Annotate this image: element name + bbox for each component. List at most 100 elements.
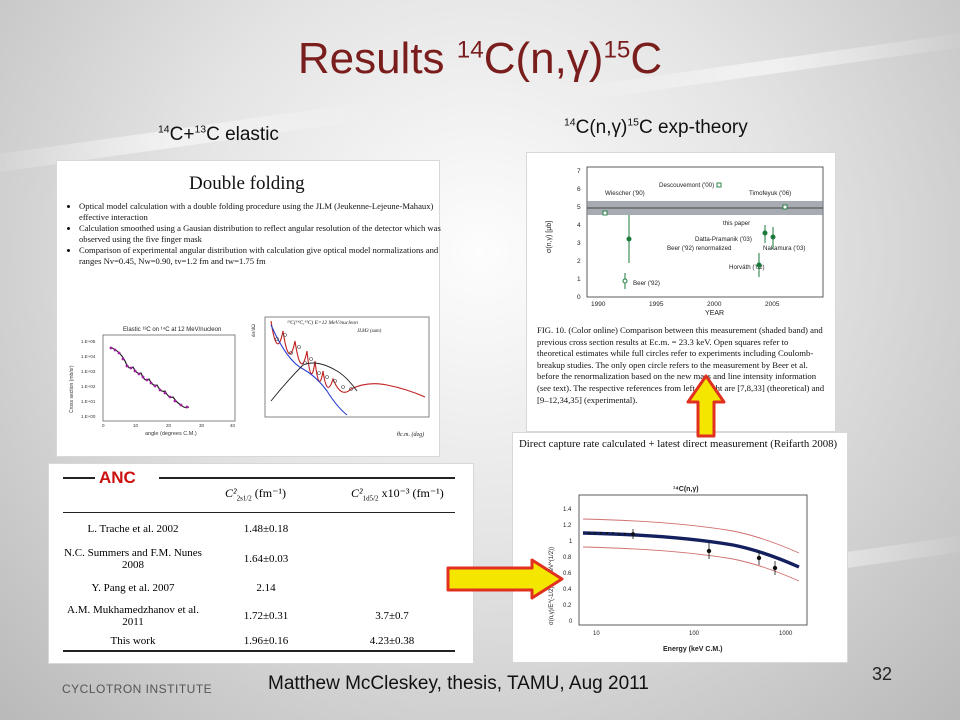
theory-square <box>716 182 722 188</box>
anc-author: This work <box>110 635 156 647</box>
data-point <box>756 555 762 561</box>
elastic-plot-xlabel: angle (degrees C.M.) <box>145 431 197 437</box>
capture-plot-xlabel: Energy (keV C.M.) <box>663 646 723 653</box>
blue-curve <box>270 324 348 416</box>
elastic-curve <box>109 346 190 409</box>
x-tick: 100 <box>689 631 700 637</box>
y-tick: 5 <box>577 204 581 211</box>
anc-value-1d: 4.23±0.38 <box>369 635 415 647</box>
x-tick: 40 <box>230 423 236 428</box>
x-tick: 10 <box>133 423 139 428</box>
annotation: this paper <box>723 220 750 227</box>
anc-author: A.M. Mukhamedzhanov et al. 2011 <box>67 604 199 628</box>
arrow-right-icon <box>446 558 564 600</box>
table-row: This work 1.96±0.16 4.23±0.38 <box>63 632 455 650</box>
y-tick: 2 <box>577 258 581 265</box>
y-tick: 1.E+05 <box>81 339 96 344</box>
elastic-plot: Elastic ¹³C on ¹⁴C at 12 MeV/nucleon Cro… <box>69 326 236 437</box>
black-curve <box>270 362 358 402</box>
red-curve <box>270 320 426 398</box>
annotation: Timofeyuk ('06) <box>749 190 791 197</box>
anc-label: ANC <box>99 468 136 487</box>
anc-value-1d <box>329 516 455 542</box>
y-tick: 1.E+02 <box>81 384 96 389</box>
x-tick: 1990 <box>591 301 606 308</box>
right-panel-label: 14C(n,γ)15C exp-theory <box>564 117 748 138</box>
bullet-item: Calculation smoothed using a Gausian dis… <box>79 223 441 245</box>
y-tick: 0 <box>569 619 573 625</box>
anc-value-1d <box>329 542 455 576</box>
x-tick: 2000 <box>707 301 722 308</box>
jlm-plot-xlabel: θc.m. (deg) <box>397 431 424 438</box>
y-tick: 1.E+00 <box>81 414 96 419</box>
y-tick: 1.4 <box>563 507 572 513</box>
anc-author: N.C. Summers and F.M. Nunes 2008 <box>64 547 202 571</box>
jlm-plot-ylabel: dσ/dΩ <box>252 324 257 337</box>
double-folding-heading: Double folding <box>189 173 305 194</box>
y-tick: 3 <box>577 240 581 247</box>
anc-author: Y. Pang et al. 2007 <box>91 582 175 594</box>
anc-value-2s: 1.48±0.18 <box>243 523 289 535</box>
x-tick: 10 <box>593 631 600 637</box>
x-tick: 30 <box>199 423 205 428</box>
y-tick: 0.8 <box>563 555 572 561</box>
data-point <box>626 236 632 242</box>
capture-rate-header: Direct capture rate calculated + latest … <box>519 438 838 450</box>
anc-value-1d <box>329 576 455 600</box>
anc-value-2s: 1.64±0.03 <box>243 553 289 565</box>
exp-theory-plot: σ(n,γ) [μb] YEAR 7 6 5 4 3 2 1 0 1990 19… <box>546 166 824 317</box>
capture-rate-panel: Direct capture rate calculated + latest … <box>512 432 848 663</box>
lower-bound-curve <box>582 546 800 582</box>
anc-value-2s: 1.72±0.31 <box>243 610 289 622</box>
capture-plot-title: ¹⁴C(n,γ) <box>673 486 699 493</box>
y-tick: 1.E+01 <box>81 399 96 404</box>
x-tick: 20 <box>166 423 172 428</box>
annotation: Descouvemont ('00) <box>659 182 714 189</box>
table-row: A.M. Mukhamedzhanov et al. 2011 1.72±0.3… <box>63 600 455 632</box>
theory-square <box>602 210 608 216</box>
exp-theory-ylabel: σ(n,γ) [μb] <box>546 221 553 253</box>
arrow-up-icon <box>686 374 726 438</box>
data-point <box>770 234 776 240</box>
footer-credit: Matthew McCleskey, thesis, TAMU, Aug 201… <box>268 673 649 694</box>
data-point <box>756 262 762 268</box>
upper-bound-curve <box>582 518 800 554</box>
anc-table-panel: ANC C²2s1/2 (fm⁻¹) C²1d5/2 x10⁻³ (fm⁻¹) … <box>48 463 474 664</box>
anc-table: L. Trache et al. 2002 1.48±0.18 N.C. Sum… <box>63 516 455 650</box>
data-point <box>762 230 768 236</box>
anc-header-rule <box>63 512 455 513</box>
y-tick: 0.4 <box>563 587 572 593</box>
anc-bottom-rule <box>63 650 455 652</box>
exp-theory-panel: σ(n,γ) [μb] YEAR 7 6 5 4 3 2 1 0 1990 19… <box>526 152 836 432</box>
annotation: Horváth ('02) <box>729 264 765 271</box>
data-point <box>631 532 635 536</box>
anc-value-1d: 3.7±0.7 <box>375 610 409 622</box>
y-tick: 6 <box>577 186 581 193</box>
annotation: Beer ('92) <box>633 280 660 287</box>
data-point <box>772 565 778 571</box>
x-tick: 1000 <box>779 631 793 637</box>
jlm-plot-subtitle: JLM3 (sum) <box>357 329 382 334</box>
page-number: 32 <box>872 664 893 684</box>
anc-col1-header: C²2s1/2 (fm⁻¹) <box>225 486 287 503</box>
anc-value-2s: 2.14 <box>256 582 276 594</box>
annotation: Nakamura ('03) <box>763 245 805 252</box>
theory-square <box>782 204 788 210</box>
elastic-plot-ylabel: Cross section (mb/sr) <box>69 365 75 413</box>
bullet-item: Optical model calculation with a double … <box>79 201 441 223</box>
jlm-plot: ¹³C(¹⁴C,¹³C) E=12 MeV/nucleon JLM3 (sum)… <box>252 316 430 438</box>
anc-value-2s: 1.96±0.16 <box>243 635 289 647</box>
double-folding-bullets: Optical model calculation with a double … <box>63 201 441 267</box>
data-point <box>706 548 712 554</box>
x-tick: 2005 <box>765 301 780 308</box>
elastic-plot-title: Elastic ¹³C on ¹⁴C at 12 MeV/nucleon <box>123 326 221 333</box>
exp-theory-xlabel: YEAR <box>705 310 724 317</box>
y-tick: 1.E+03 <box>81 369 96 374</box>
anc-rule-left <box>63 477 95 479</box>
jlm-plot-title: ¹³C(¹⁴C,¹³C) E=12 MeV/nucleon <box>287 319 358 326</box>
annotation: Beer ('92) renormalized <box>667 245 732 252</box>
exp-theory-caption: FIG. 10. (Color online) Comparison betwe… <box>537 325 825 405</box>
x-tick: 1995 <box>649 301 664 308</box>
y-tick: 1.E+04 <box>81 354 96 359</box>
calculation-curve <box>582 531 800 569</box>
